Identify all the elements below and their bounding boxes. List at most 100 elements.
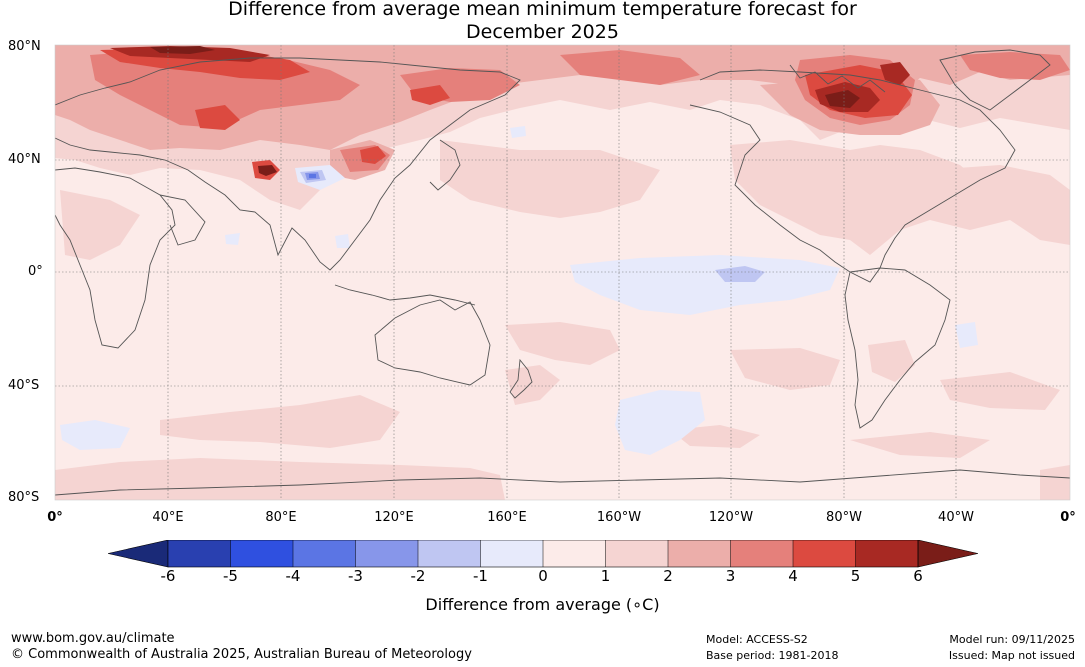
anomaly-region-southern-ocean-far-east — [850, 432, 990, 458]
anomaly-region-se-asia-cool — [335, 234, 350, 248]
anomaly-region-south-atlantic — [940, 372, 1060, 410]
colorbar-tick-label: -1 — [473, 567, 488, 585]
colorbar — [108, 540, 978, 568]
colorbar-tick-label: -6 — [160, 567, 176, 585]
colorbar-tick-label: 5 — [850, 567, 861, 585]
colorbar-tick-label: 2 — [663, 567, 673, 585]
coastline-new-zealand — [509, 358, 533, 399]
map-title-line-2: December 2025 — [466, 21, 619, 43]
temperature-anomaly-map — [54, 44, 1071, 501]
anomaly-region-east-pacific — [730, 348, 840, 390]
anomaly-region-north-america — [730, 140, 1010, 255]
anomaly-region-greenland — [960, 52, 1070, 80]
lat-label-40n: 40°N — [8, 152, 41, 167]
anomaly-region-antarctic-east — [1040, 465, 1070, 500]
colorbar-bin — [480, 540, 544, 567]
anomaly-region-southern-ocean-east — [670, 425, 760, 448]
coastline-europe-asia — [55, 57, 521, 271]
anomaly-region-north-atlantic — [930, 165, 1070, 245]
colorbar-bin — [418, 540, 481, 567]
map-frame — [54, 44, 1071, 501]
colorbar-tick-label: 4 — [788, 567, 798, 585]
lat-label-40s: 40°S — [8, 378, 40, 393]
colorbar-label: Difference from average (∘C) — [425, 595, 660, 614]
coastline-australia — [374, 299, 491, 386]
lon-label-0-west: 0° — [47, 510, 63, 525]
lat-label-80s: 80°S — [8, 490, 40, 505]
colorbar-tick-label: 6 — [913, 567, 923, 585]
lon-label-0-east: 0° — [1060, 510, 1076, 525]
anomaly-minus-1-0-regions — [60, 126, 978, 455]
anomaly-region-bering — [560, 50, 700, 85]
lat-label-80n: 80°N — [8, 39, 41, 54]
anomaly-region-baffin — [880, 62, 910, 85]
colorbar-bin — [230, 540, 294, 567]
anomaly-region-antarctic-west — [55, 458, 505, 500]
colorbar-tick-label: 0 — [538, 567, 548, 585]
lon-label-120e: 120°E — [374, 510, 414, 525]
footer-issued: Issued: Map not issued — [948, 649, 1075, 662]
anomaly-region-south-pacific-cool — [615, 390, 705, 455]
anomaly-region-hudson-core — [825, 90, 860, 108]
anomaly-region-tibet-coldest — [309, 174, 316, 178]
lon-label-40e: 40°E — [152, 510, 184, 525]
coastline-canadian-archipelago — [789, 64, 886, 93]
coastline-south-america — [844, 267, 951, 429]
graticule — [55, 45, 1070, 500]
footer-base-period: Base period: 1981-2018 — [706, 649, 839, 662]
colorbar-bin — [355, 540, 419, 567]
coastline-japan — [429, 139, 461, 191]
anomaly-region-north-pacific-cool — [510, 126, 526, 138]
anomaly-region-southern-ocean-west — [160, 395, 400, 448]
coastline-arabia — [159, 194, 206, 246]
anomaly-region-india-cool — [225, 233, 240, 245]
map-title-line-1: Difference from average mean minimum tem… — [228, 0, 857, 20]
colorbar-bin — [668, 540, 731, 567]
anomaly-region-asia-pacific — [440, 140, 660, 218]
lon-label-80w: 80°W — [826, 510, 862, 525]
footer-model-run: Model run: 09/11/2025 — [949, 633, 1075, 646]
lon-label-40w: 40°W — [938, 510, 974, 525]
colorbar-tick-label: 1 — [600, 567, 611, 585]
anomaly-region-australia — [505, 322, 620, 365]
coastline-antarctica — [55, 469, 1070, 496]
colorbar-under-triangle — [108, 540, 169, 568]
anomaly-region-arctic-core — [150, 46, 215, 54]
anomaly-region-southern-indian — [60, 420, 130, 450]
colorbar-bin — [605, 540, 669, 567]
colorbar-bin — [730, 540, 794, 567]
anomaly-region-africa — [60, 190, 140, 260]
anomaly-region-karakoram — [258, 165, 277, 176]
colorbar-tick-label: 3 — [725, 567, 736, 585]
lat-label-0: 0° — [28, 264, 43, 279]
footer-model: Model: ACCESS-S2 — [706, 633, 808, 646]
colorbar-bin — [543, 540, 606, 567]
lon-label-120w: 120°W — [708, 510, 754, 525]
coastline-indonesia — [334, 284, 476, 306]
anomaly-over-6-regions — [150, 46, 860, 176]
colorbar-bin — [855, 540, 919, 567]
anomaly-region-yakutia — [410, 85, 450, 105]
colorbar-tick-label: -4 — [285, 567, 301, 585]
colorbar-bin — [293, 540, 356, 567]
coastlines — [55, 49, 1070, 496]
footer-website: www.bom.gov.au/climate — [11, 631, 175, 646]
anomaly-region-south-atlantic-cool — [955, 322, 978, 348]
colorbar-bin — [168, 540, 231, 567]
anomaly-region-south-america — [868, 340, 915, 382]
lon-label-160e: 160°E — [487, 510, 527, 525]
colorbar-over-triangle — [917, 540, 978, 568]
anomaly-region-central-siberia — [195, 105, 240, 130]
coastline-north-america — [689, 69, 1016, 283]
colorbar-tick-label: -3 — [348, 567, 363, 585]
coastline-greenland — [939, 49, 1051, 111]
colorbar-tick-label: -5 — [223, 567, 238, 585]
anomaly-region-equatorial-pacific — [570, 255, 840, 315]
coastline-africa — [55, 167, 176, 349]
lon-label-80e: 80°E — [265, 510, 297, 525]
anomaly-region-nino-core — [715, 266, 765, 282]
footer-copyright: © Commonwealth of Australia 2025, Austra… — [11, 647, 472, 662]
anomaly-region-north-china — [360, 146, 386, 164]
lon-label-160w: 160°W — [596, 510, 642, 525]
colorbar-tick-label: -2 — [410, 567, 426, 585]
